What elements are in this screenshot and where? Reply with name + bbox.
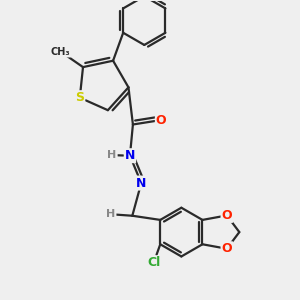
- Text: H: H: [106, 209, 116, 219]
- Text: O: O: [221, 209, 232, 222]
- Text: Cl: Cl: [147, 256, 160, 269]
- Text: N: N: [125, 149, 135, 162]
- Text: O: O: [156, 113, 167, 127]
- Text: O: O: [221, 242, 232, 255]
- Text: H: H: [107, 150, 117, 160]
- Text: N: N: [136, 177, 146, 190]
- Text: CH₃: CH₃: [51, 47, 70, 57]
- Text: S: S: [75, 91, 84, 104]
